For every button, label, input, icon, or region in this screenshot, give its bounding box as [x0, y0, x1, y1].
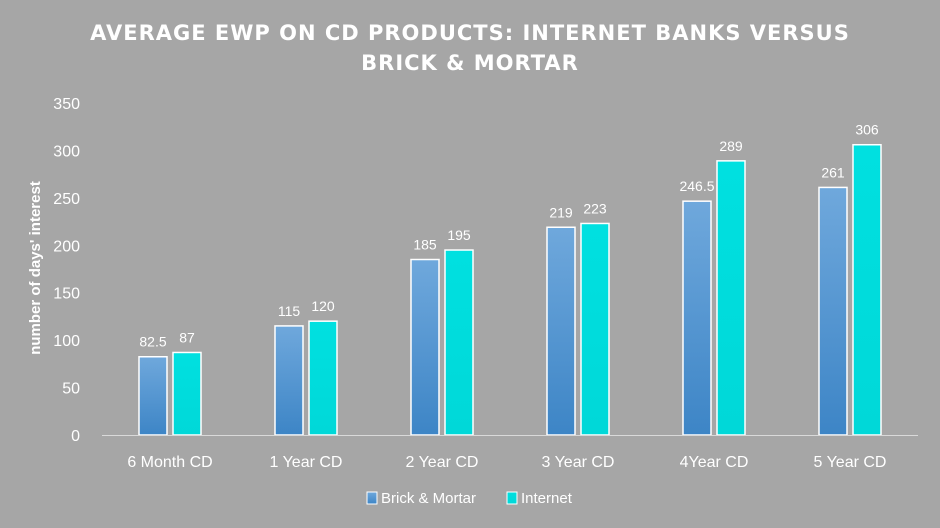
bar-internet	[580, 222, 610, 436]
y-tick-label: 150	[53, 286, 80, 303]
x-tick-label: 4Year CD	[680, 454, 749, 471]
y-tick-label: 350	[53, 96, 80, 113]
bar-brick-mortar	[410, 258, 440, 436]
y-tick-label: 50	[62, 381, 80, 398]
bar-group: 185 195	[410, 227, 474, 436]
chart-title-line-1: AVERAGE EWP ON CD PRODUCTS: INTERNET BAN…	[90, 21, 850, 45]
bar-groups: 82.5 87 115 120 185 195 219 223 246.5 289 261 306	[138, 122, 882, 436]
data-label: 306	[855, 122, 879, 138]
bar-group: 246.5 289	[679, 138, 746, 436]
bar-internet	[716, 160, 746, 436]
data-label: 246.5	[679, 178, 714, 194]
data-label: 261	[821, 164, 845, 180]
bar-internet	[172, 351, 202, 436]
chart-title-line-2: BRICK & MORTAR	[361, 51, 579, 75]
y-axis-ticks: 0 50 100 150 200 250 300 350	[53, 96, 80, 445]
bar-group: 219 223	[546, 200, 610, 436]
bar-group: 261 306	[818, 122, 882, 436]
x-tick-label: 2 Year CD	[406, 454, 479, 471]
data-label: 115	[278, 303, 301, 319]
bar-brick-mortar	[138, 355, 168, 436]
data-label: 289	[719, 138, 743, 154]
bar-brick-mortar	[682, 200, 712, 436]
legend-swatch	[506, 491, 518, 505]
bar-brick-mortar	[818, 186, 848, 436]
x-tick-label: 5 Year CD	[814, 454, 887, 471]
bar-brick-mortar	[274, 325, 304, 436]
data-label: 219	[549, 204, 573, 220]
data-label: 82.5	[139, 334, 166, 350]
data-label: 223	[583, 200, 607, 216]
bar-group: 115 120	[274, 298, 338, 436]
y-tick-label: 250	[53, 191, 80, 208]
x-tick-label: 6 Month CD	[127, 454, 212, 471]
legend-label: Brick & Mortar	[381, 490, 476, 507]
x-tick-label: 1 Year CD	[270, 454, 343, 471]
y-tick-label: 200	[53, 238, 80, 255]
y-axis-label: number of days' interest	[27, 181, 44, 355]
bar-brick-mortar	[546, 226, 576, 436]
y-tick-label: 100	[53, 333, 80, 350]
data-label: 87	[179, 329, 195, 345]
legend-swatch	[366, 491, 378, 505]
y-tick-label: 0	[71, 428, 80, 445]
data-label: 185	[413, 237, 437, 253]
data-label: 120	[311, 298, 335, 314]
bar-group: 82.5 87	[138, 329, 202, 436]
x-tick-label: 3 Year CD	[542, 454, 615, 471]
legend: Brick & Mortar Internet	[366, 490, 573, 507]
bar-internet	[308, 320, 338, 436]
legend-item: Internet	[506, 490, 573, 507]
bar-internet	[444, 249, 474, 436]
x-axis-ticks: 6 Month CD 1 Year CD 2 Year CD 3 Year CD 4Ye…	[127, 454, 886, 471]
y-tick-label: 300	[53, 143, 80, 160]
legend-label: Internet	[521, 490, 573, 507]
legend-item: Brick & Mortar	[366, 490, 476, 507]
bar-internet	[852, 143, 882, 436]
data-label: 195	[447, 227, 471, 243]
